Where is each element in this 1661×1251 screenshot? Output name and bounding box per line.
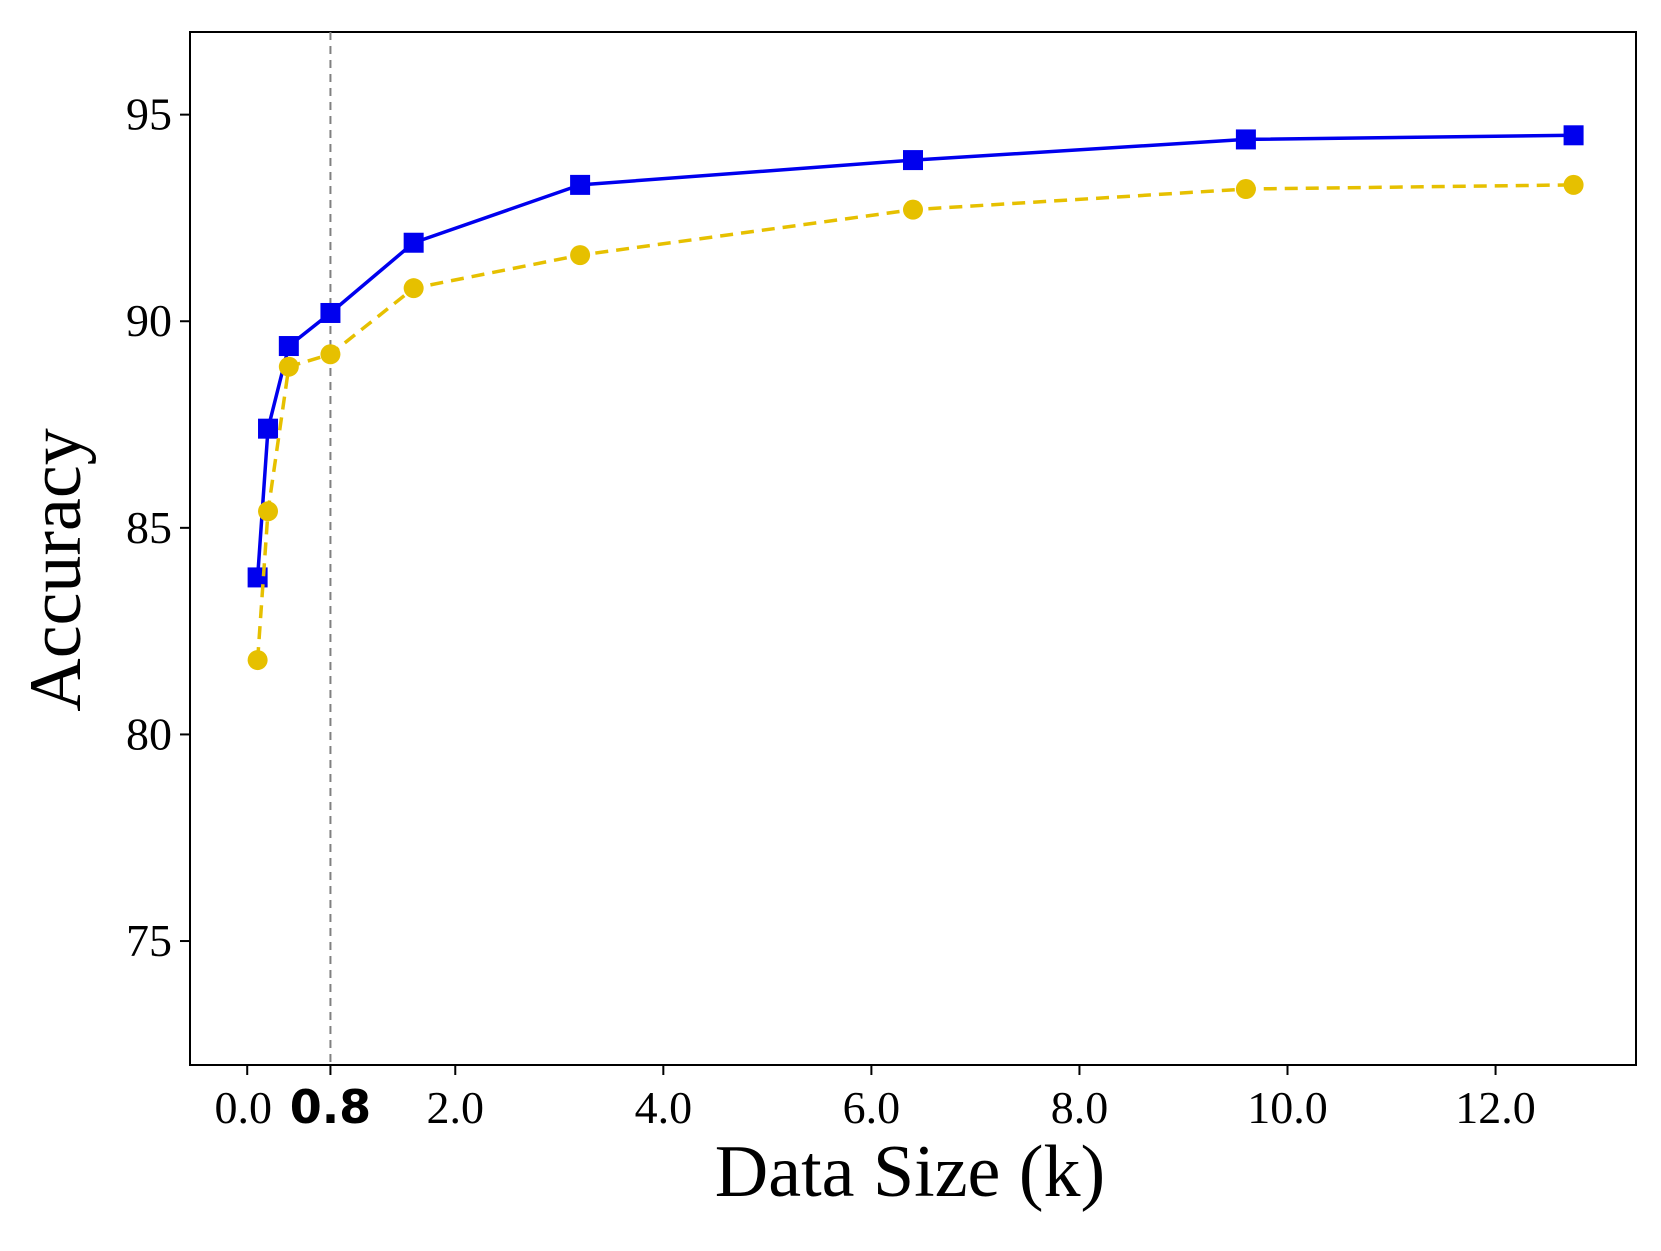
x-axis-label: Data Size (k) [715, 1131, 1105, 1213]
series-2-marker [320, 344, 341, 365]
x-tick-label: 0.0 [214, 1082, 272, 1133]
plot-area: 0.0 0.8 2.0 4.0 6.0 8.0 10.0 12.0 75 80 85 90 95 [126, 31, 1637, 1134]
x-tick-label: 4.0 [635, 1082, 693, 1133]
series-2-marker [403, 278, 424, 299]
series-2-marker [278, 356, 299, 377]
series-1-marker [1235, 129, 1256, 150]
series-1-marker [258, 418, 279, 439]
x-tick-label: 12.0 [1455, 1082, 1536, 1133]
series-2-marker [903, 199, 923, 220]
y-tick-label: 80 [126, 708, 172, 759]
series-1-marker [320, 302, 341, 323]
series-2-marker [1235, 179, 1256, 200]
x-tick-label: 10.0 [1247, 1082, 1328, 1133]
x-tick-label: 6.0 [843, 1082, 901, 1133]
series-2-marker [570, 245, 591, 266]
series-2-line [255, 183, 1574, 661]
series-2-marker [258, 501, 279, 522]
x-tick-label: 0.8 [290, 1080, 372, 1134]
x-tick-label: 8.0 [1051, 1082, 1109, 1133]
x-tick-label: 2.0 [427, 1082, 485, 1133]
series-1-marker [278, 336, 299, 357]
y-tick-label: 95 [126, 89, 172, 140]
y-tick-label: 85 [126, 502, 172, 553]
series-1-marker [403, 232, 424, 253]
series-1-marker [1563, 125, 1584, 146]
series-1-marker [903, 150, 923, 171]
y-tick-label: 90 [126, 295, 172, 346]
series-2-marker [1563, 174, 1584, 195]
series-2-marker [247, 650, 268, 671]
series-1-marker [570, 174, 591, 195]
y-axis-label: Accuracy [15, 428, 97, 711]
y-tick-label: 75 [126, 915, 172, 966]
plot-frame [189, 31, 1637, 1066]
